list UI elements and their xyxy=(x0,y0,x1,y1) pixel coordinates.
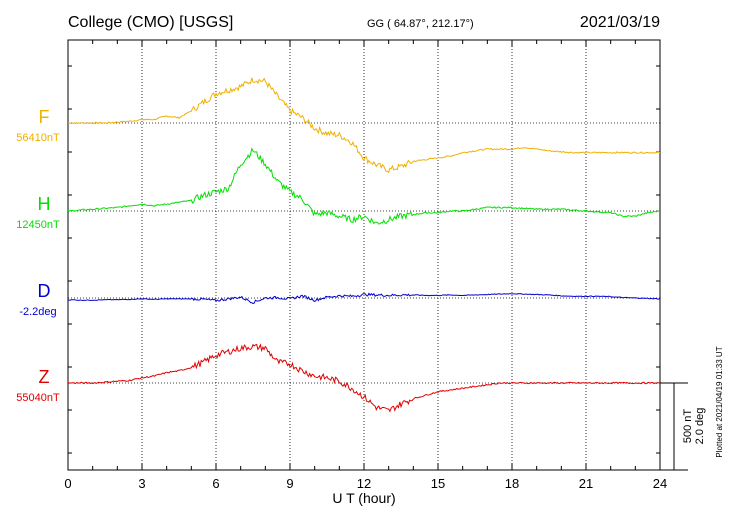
x-tick-label-18: 18 xyxy=(505,476,519,491)
x-tick-label-3: 3 xyxy=(138,476,145,491)
series-line-Z xyxy=(67,343,661,413)
x-tick-label-0: 0 xyxy=(64,476,71,491)
x-tick-label-6: 6 xyxy=(212,476,219,491)
series-baseline-label-H: 12450nT xyxy=(16,219,60,231)
vertical-gridlines xyxy=(141,40,587,470)
x-tick-label-15: 15 xyxy=(431,476,445,491)
x-tick-label-21: 21 xyxy=(579,476,593,491)
station-title: College (CMO) [USGS] xyxy=(68,14,233,31)
plotted-at-note: Plotted at 2021/04/19 01:33 UT xyxy=(715,346,724,457)
series-lines xyxy=(67,77,661,413)
x-tick-label-24: 24 xyxy=(653,476,667,491)
series-labels: F 56410nT H 12450nT D -2.2deg Z 55040nT xyxy=(16,107,60,404)
x-tick-labels: 0 3 6 9 12 15 18 21 24 xyxy=(64,476,667,491)
scale-deg-label: 2.0 deg xyxy=(694,408,706,445)
x-tick-label-12: 12 xyxy=(357,476,371,491)
series-line-H xyxy=(67,147,661,225)
series-line-D xyxy=(67,292,661,305)
series-baseline-label-D: -2.2deg xyxy=(19,306,56,318)
x-axis-label: U T (hour) xyxy=(332,490,395,506)
series-name-F: F xyxy=(39,107,50,127)
series-line-F xyxy=(67,77,661,174)
scale-nt-label: 500 nT xyxy=(682,409,694,444)
series-baseline-label-F: 56410nT xyxy=(16,132,60,144)
series-name-D: D xyxy=(38,281,51,301)
series-baseline-label-Z: 55040nT xyxy=(16,392,60,404)
axis-ticks xyxy=(67,40,661,470)
coords-label: GG ( 64.87°, 212.17°) xyxy=(367,18,474,30)
date-label: 2021/03/19 xyxy=(580,14,660,31)
scale-bar xyxy=(660,382,688,471)
x-tick-label-9: 9 xyxy=(286,476,293,491)
series-name-H: H xyxy=(38,194,51,214)
plot-frame xyxy=(67,39,661,471)
series-name-Z: Z xyxy=(39,367,50,387)
